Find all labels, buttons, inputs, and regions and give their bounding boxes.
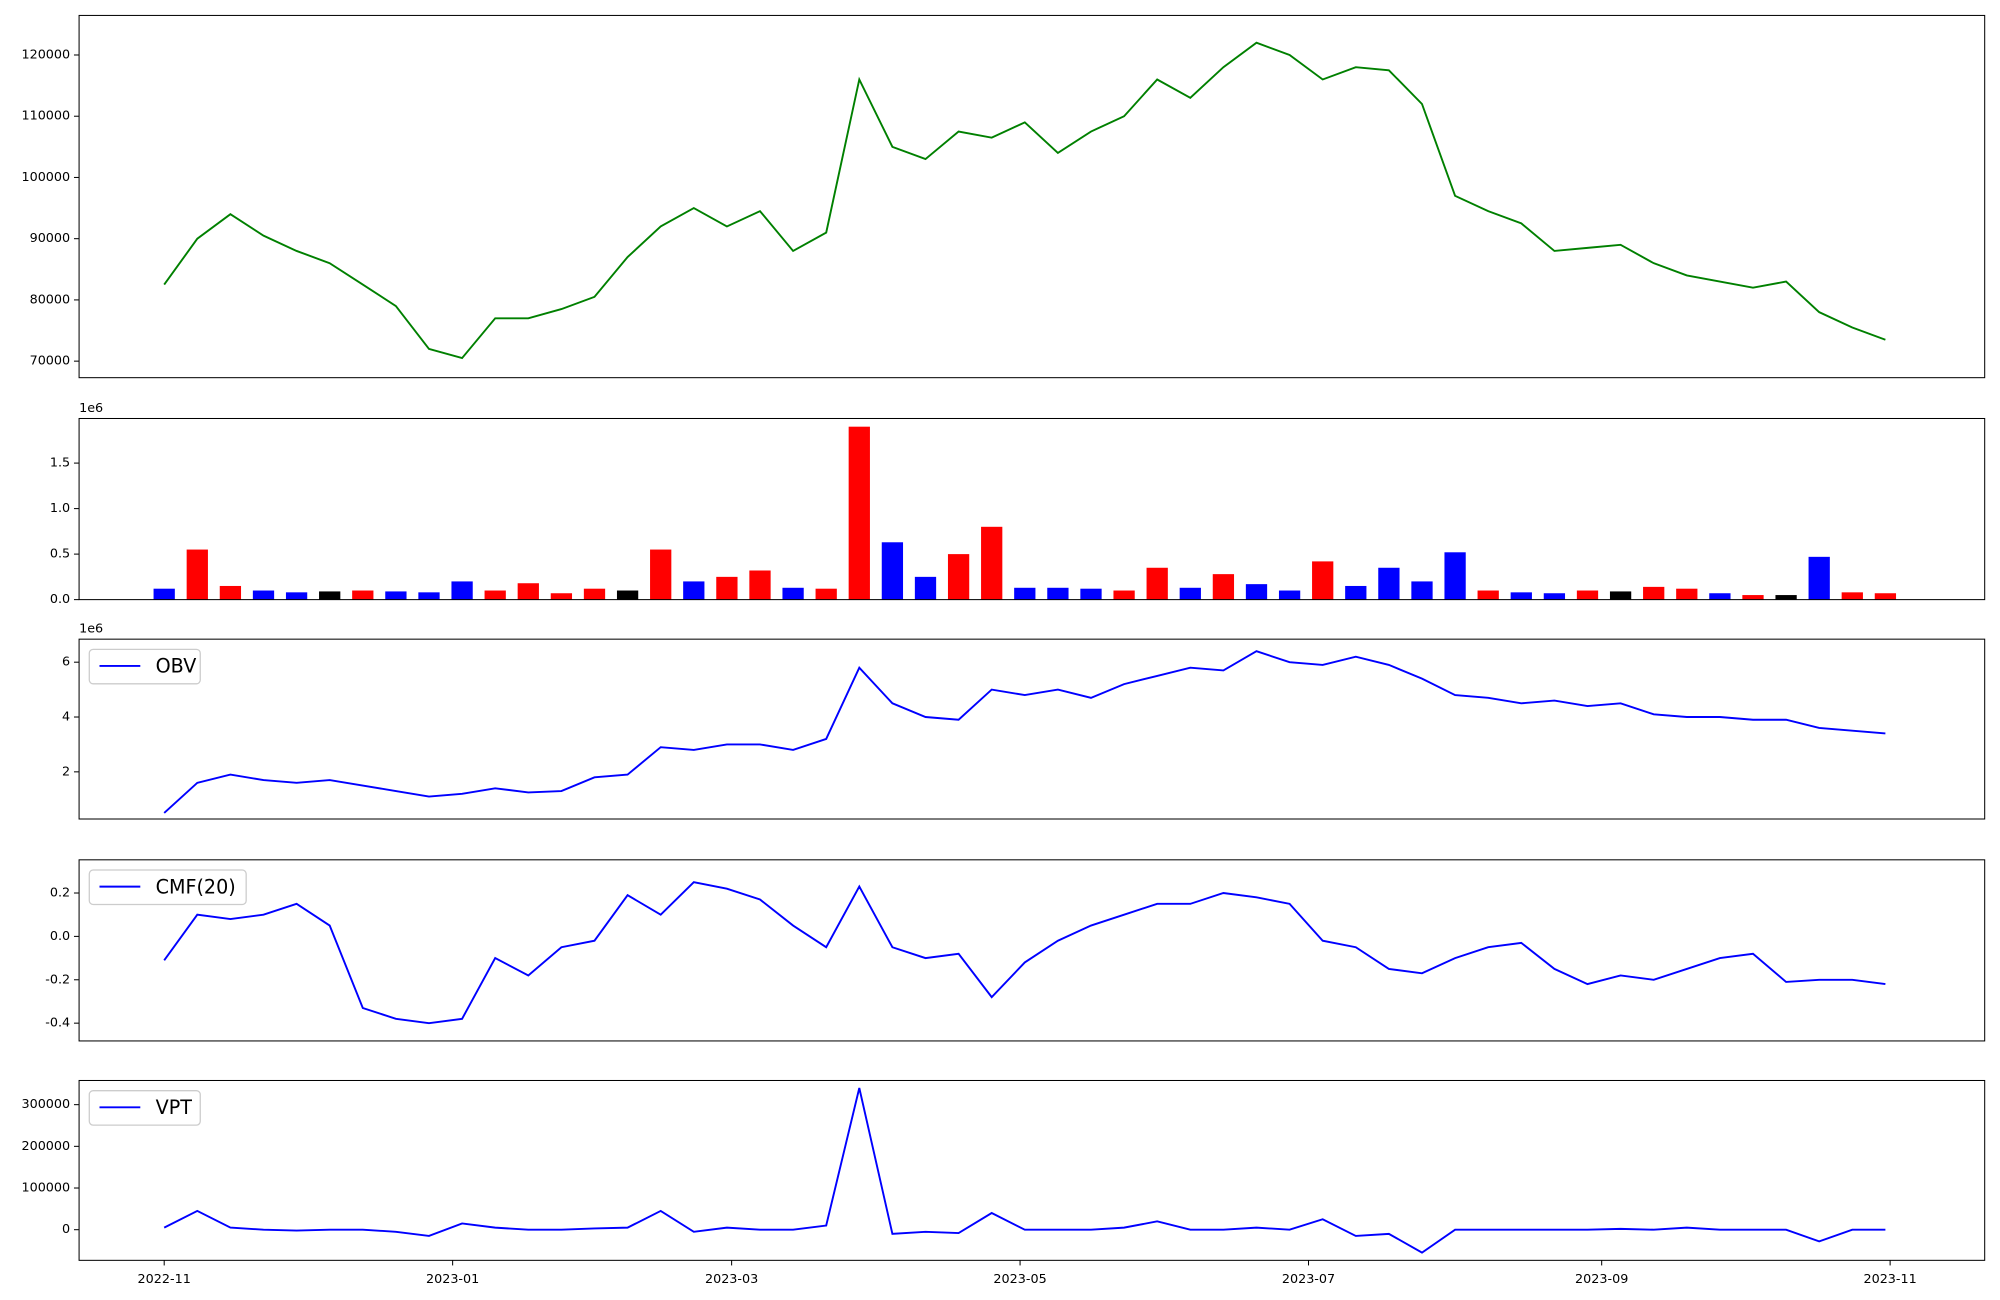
y-tick-label: 2 [62, 764, 70, 779]
y-tick-label: 200000 [21, 1139, 70, 1154]
y-tick-label: 80000 [30, 292, 71, 307]
y-tick-label: 0.0 [50, 929, 70, 944]
y-tick-label: 100000 [21, 1181, 70, 1196]
volume-bar [352, 590, 374, 600]
y-tick-label: 90000 [30, 231, 71, 246]
legend-label: VPT [156, 1096, 193, 1119]
y-tick-label: 1.5 [50, 456, 70, 471]
volume-bar [1643, 586, 1665, 600]
volume-bar [1278, 590, 1301, 600]
volume-bar [583, 588, 606, 600]
volume-bar [1576, 590, 1599, 600]
volume-bar [1775, 595, 1797, 600]
legend-box [88, 869, 247, 906]
volume-bar [385, 591, 407, 600]
y-tick-label: 0.0 [50, 592, 70, 607]
volume-bar [451, 581, 473, 600]
series-line [163, 1087, 1886, 1254]
y-tick-label: 6 [62, 655, 70, 670]
volume-bar [252, 590, 275, 600]
volume-bar [1345, 585, 1367, 600]
series-line [163, 650, 1886, 814]
volume-bar [616, 590, 639, 600]
axes-frame [78, 14, 1986, 379]
legend-box [88, 1090, 201, 1126]
legend-label: CMF(20) [156, 875, 236, 898]
y-tick-label: 100000 [21, 170, 70, 185]
volume-bar [153, 588, 175, 600]
volume-bar [881, 542, 904, 600]
legend-box [88, 648, 201, 685]
x-tick-label: 2023-11 [1863, 1272, 1916, 1287]
volume-bar [1808, 556, 1830, 600]
y-offset-label: 1e6 [79, 621, 103, 636]
y-tick-label: 300000 [21, 1097, 70, 1112]
volume-bar [219, 585, 242, 600]
y-tick-label: 0.2 [50, 886, 70, 901]
volume-bar [1047, 587, 1069, 600]
y-tick-label: 0.5 [50, 547, 70, 562]
x-tick-label: 2023-05 [993, 1272, 1046, 1287]
volume-bar [1742, 595, 1764, 600]
y-tick-label: 110000 [21, 109, 70, 124]
axes-frame [78, 1079, 1986, 1261]
x-tick-label: 2022-11 [138, 1272, 191, 1287]
axes-frame [78, 417, 1986, 601]
y-tick-label: -0.4 [45, 1016, 70, 1031]
volume-bar [484, 590, 506, 600]
volume-bar [1444, 552, 1466, 600]
x-tick-label: 2023-03 [705, 1272, 758, 1287]
volume-bar [716, 576, 738, 600]
volume-bar [1212, 574, 1235, 600]
volume-bar [1477, 590, 1499, 600]
volume-bar [1510, 592, 1532, 600]
y-tick-label: 1.0 [50, 501, 70, 516]
price-line [163, 41, 1886, 360]
volume-bar [1014, 587, 1036, 600]
volume-bar [1312, 561, 1334, 600]
volume-bar [749, 570, 771, 600]
volume-bar [319, 591, 341, 600]
volume-bar [1543, 593, 1566, 600]
volume-bar [1709, 593, 1731, 600]
y-tick-label: 4 [62, 710, 70, 725]
volume-bar [1411, 581, 1433, 600]
x-tick-label: 2023-07 [1282, 1272, 1335, 1287]
volume-bar [947, 554, 970, 600]
volume-bar [517, 583, 539, 600]
volume-bar [418, 592, 440, 600]
volume-bar [1080, 588, 1102, 600]
volume-bar [981, 526, 1003, 600]
volume-bar [1179, 587, 1201, 600]
volume-bar [550, 593, 573, 600]
volume-bar [1676, 588, 1698, 600]
y-tick-label: -0.2 [45, 972, 70, 987]
volume-bar [650, 549, 672, 600]
y-tick-label: 120000 [21, 47, 70, 62]
volume-bar [782, 587, 804, 600]
y-offset-label: 1e6 [79, 401, 103, 416]
volume-bar [1378, 567, 1400, 600]
volume-bar [186, 549, 208, 600]
volume-bar [683, 581, 705, 600]
volume-bar [1609, 591, 1632, 600]
volume-bar [1245, 584, 1268, 600]
legend-label: OBV [156, 655, 197, 678]
volume-bar [285, 592, 308, 600]
volume-bar [1874, 593, 1897, 600]
y-tick-label: 70000 [30, 354, 71, 369]
volume-bar [914, 576, 937, 600]
volume-bar [848, 426, 870, 600]
y-tick-label: 0 [62, 1222, 70, 1237]
axes-frame [78, 859, 1986, 1042]
x-tick-label: 2023-09 [1575, 1272, 1628, 1287]
volume-bar [1113, 590, 1135, 600]
volume-bar [1146, 567, 1168, 600]
volume-bar [1841, 592, 1863, 600]
series-line [163, 881, 1886, 1025]
axes-frame [78, 638, 1986, 820]
volume-bar [815, 588, 837, 600]
x-tick-label: 2023-01 [426, 1272, 479, 1287]
